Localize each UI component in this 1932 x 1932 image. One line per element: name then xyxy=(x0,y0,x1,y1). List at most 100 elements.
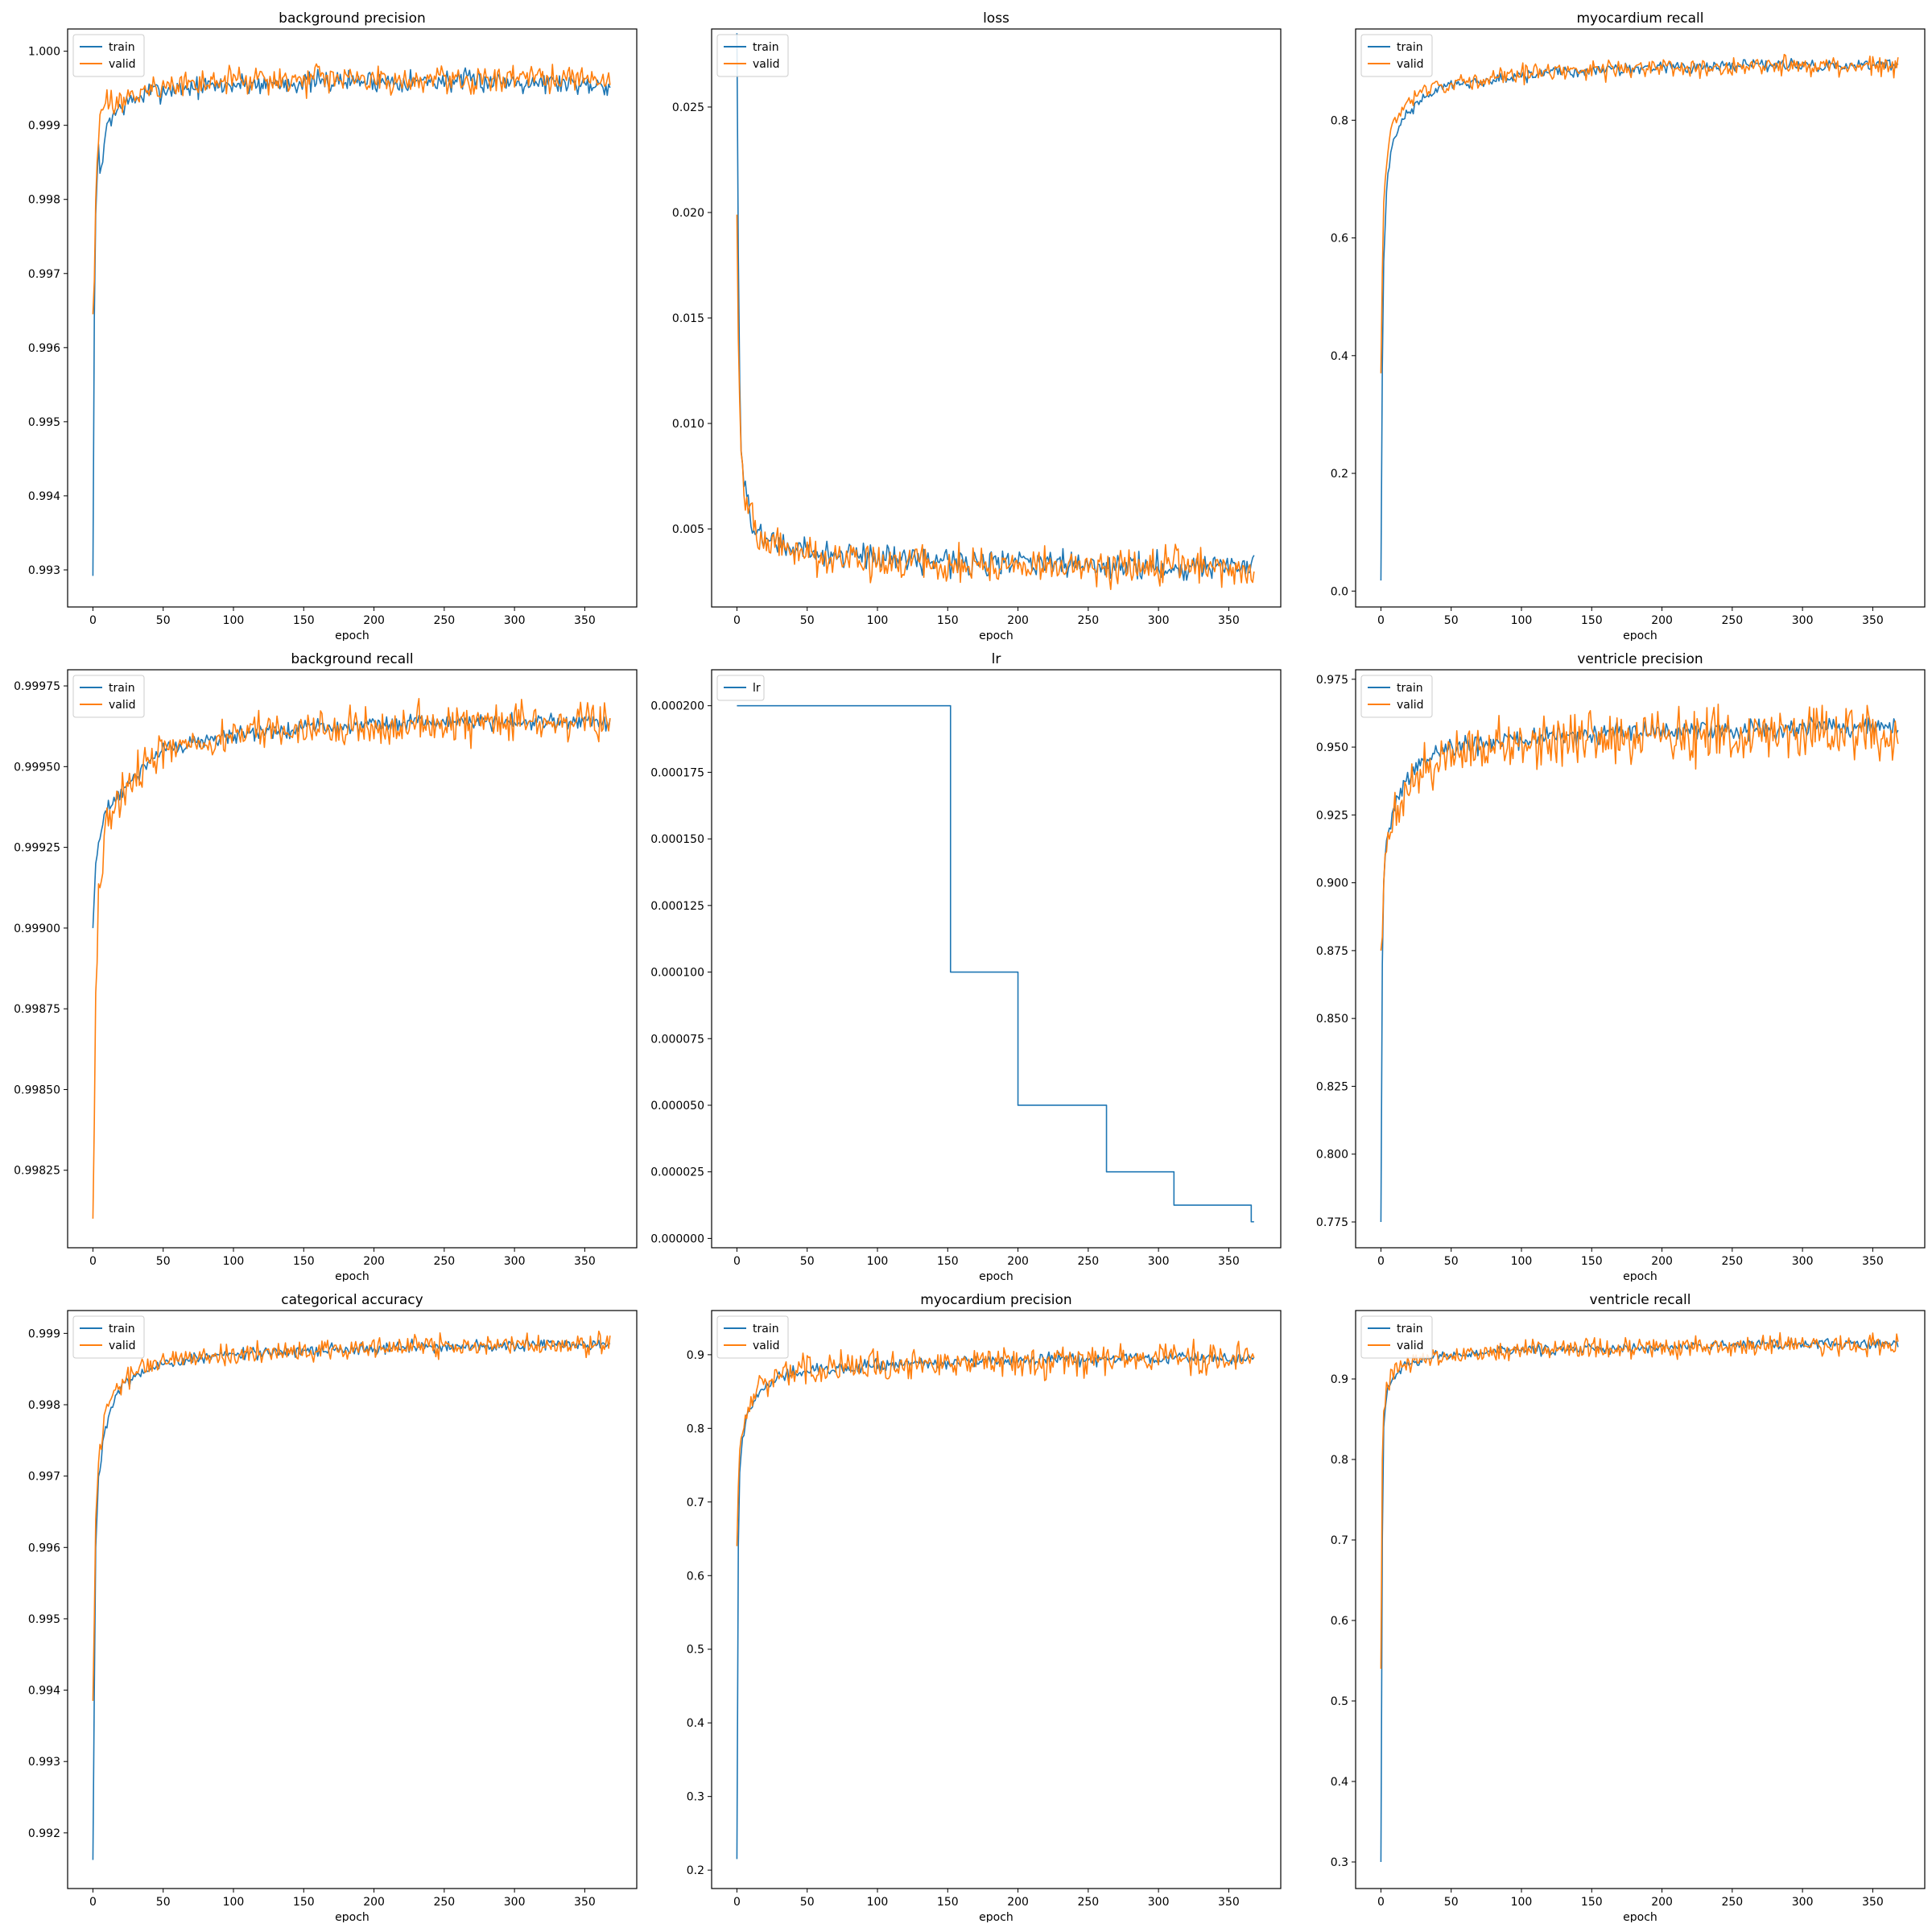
y-tick-label: 0.4 xyxy=(1331,350,1348,363)
x-axis-label: epoch xyxy=(979,1270,1013,1282)
y-tick-label: 0.010 xyxy=(672,418,704,431)
x-tick-label: 0 xyxy=(733,1255,741,1268)
series-line-valid xyxy=(1380,703,1899,951)
y-tick-label: 0.0 xyxy=(1331,585,1348,598)
y-tick-label: 0.995 xyxy=(28,416,60,429)
x-tick-label: 250 xyxy=(1077,1255,1099,1268)
x-tick-label: 200 xyxy=(1007,1255,1029,1268)
y-tick-label: 0.99950 xyxy=(14,761,60,774)
x-tick-label: 150 xyxy=(1581,614,1603,627)
x-tick-label: 0 xyxy=(733,614,741,627)
series-group xyxy=(92,697,611,1219)
x-tick-label: 300 xyxy=(504,614,526,627)
y-tick-label: 0.8 xyxy=(1331,114,1348,127)
x-tick-label: 100 xyxy=(223,1255,245,1268)
x-tick-label: 100 xyxy=(867,614,889,627)
y-tick-label: 0.975 xyxy=(1316,674,1348,687)
y-tick-label: 0.825 xyxy=(1316,1080,1348,1093)
chart-loss: loss 0 50 100 150 200 250 300 350 0.005 0.010 0.015… xyxy=(672,10,1282,641)
x-tick-label: 50 xyxy=(1444,1255,1459,1268)
x-tick-label: 350 xyxy=(1862,614,1884,627)
x-tick-label: 350 xyxy=(574,614,596,627)
x-tick-label: 0 xyxy=(89,1255,97,1268)
x-tick-label: 250 xyxy=(1077,614,1099,627)
x-tick-label: 150 xyxy=(293,1255,315,1268)
chart-title: myocardium precision xyxy=(920,1292,1071,1308)
y-tick-label: 0.99825 xyxy=(14,1165,60,1178)
plot-frame xyxy=(1355,28,1926,608)
x-tick-label: 350 xyxy=(1862,1896,1884,1909)
legend-label-train: train xyxy=(753,41,779,54)
legend-box xyxy=(1360,675,1433,718)
y-tick-label: 0.9 xyxy=(687,1349,704,1362)
plot-frame xyxy=(711,1310,1282,1889)
legend: train valid xyxy=(716,34,789,77)
y-tick-label: 0.000050 xyxy=(650,1100,704,1113)
x-tick-label: 0 xyxy=(1377,614,1385,627)
legend-box xyxy=(72,34,145,77)
y-tick-label: 0.8 xyxy=(687,1422,704,1435)
legend-label-valid: valid xyxy=(1397,1340,1424,1352)
plot-frame xyxy=(711,669,1282,1249)
series-group xyxy=(736,1338,1255,1860)
y-tick-label: 0.99875 xyxy=(14,1003,60,1016)
x-tick-label: 350 xyxy=(574,1896,596,1909)
chart-ventricle-recall: ventricle recall 0 50 100 150 200 250 300 350 0.3… xyxy=(1331,1292,1926,1922)
series-group xyxy=(92,1330,611,1860)
series-line-train xyxy=(1380,1337,1899,1863)
y-tick-label: 0.000150 xyxy=(650,833,704,846)
y-tick-label: 0.998 xyxy=(28,194,60,207)
chart-ventricle-precision: ventricle precision 0 50 100 150 200 250 300 350… xyxy=(1316,651,1926,1282)
series-line-valid xyxy=(92,63,611,315)
series-line-lr xyxy=(737,704,1254,1223)
y-tick-label: 0.000125 xyxy=(650,900,704,913)
y-tick-label: 0.8 xyxy=(1331,1454,1348,1467)
x-tick-label: 100 xyxy=(223,1896,245,1909)
x-tick-label: 300 xyxy=(1792,1255,1814,1268)
y-tick-label: 0.020 xyxy=(672,207,704,220)
x-tick-label: 0 xyxy=(89,614,97,627)
series-group xyxy=(736,33,1255,591)
series-line-valid xyxy=(92,1330,611,1701)
legend: train valid xyxy=(72,34,145,77)
legend-label-valid: valid xyxy=(753,1340,780,1352)
series-line-train xyxy=(92,1338,611,1860)
y-tick-label: 0.4 xyxy=(1331,1776,1348,1789)
chart-title: ventricle recall xyxy=(1590,1292,1691,1308)
y-tick-label: 0.7 xyxy=(1331,1534,1348,1547)
y-tick-label: 0.9 xyxy=(1331,1373,1348,1386)
x-axis-label: epoch xyxy=(979,1911,1013,1922)
x-tick-label: 100 xyxy=(1511,614,1533,627)
x-tick-label: 100 xyxy=(1511,1255,1533,1268)
legend-label-train: train xyxy=(109,41,135,54)
x-tick-label: 350 xyxy=(1218,1255,1240,1268)
x-tick-label: 50 xyxy=(800,1255,815,1268)
y-tick-label: 0.6 xyxy=(1331,1615,1348,1628)
x-tick-label: 0 xyxy=(89,1896,97,1909)
legend-label-valid: valid xyxy=(109,1340,136,1352)
x-tick-label: 0 xyxy=(1377,1896,1385,1909)
chart-title: ventricle precision xyxy=(1577,651,1703,667)
chart-title: myocardium recall xyxy=(1576,10,1703,27)
series-line-train xyxy=(92,67,611,576)
y-tick-label: 0.996 xyxy=(28,342,60,355)
x-tick-label: 300 xyxy=(1148,1255,1170,1268)
x-axis-label: epoch xyxy=(335,1270,369,1282)
legend-label-valid: valid xyxy=(1397,699,1424,712)
y-tick-label: 0.998 xyxy=(28,1399,60,1412)
legend-label-train: train xyxy=(109,1323,135,1335)
x-axis-label: epoch xyxy=(1623,1270,1657,1282)
x-tick-label: 350 xyxy=(574,1255,596,1268)
series-line-train xyxy=(736,33,1255,581)
x-tick-label: 200 xyxy=(1651,1896,1673,1909)
y-tick-label: 0.994 xyxy=(28,1685,60,1698)
y-tick-label: 0.4 xyxy=(687,1717,704,1730)
legend-box xyxy=(1360,34,1433,77)
legend-box xyxy=(1360,1315,1433,1359)
legend-box xyxy=(716,1315,789,1359)
chart-title: loss xyxy=(983,10,1009,27)
y-tick-label: 0.99900 xyxy=(14,923,60,935)
x-tick-label: 250 xyxy=(1721,614,1743,627)
chart-background-precision: background precision 0 50 100 150 200 250 300 35… xyxy=(28,10,638,641)
x-tick-label: 350 xyxy=(1218,614,1240,627)
